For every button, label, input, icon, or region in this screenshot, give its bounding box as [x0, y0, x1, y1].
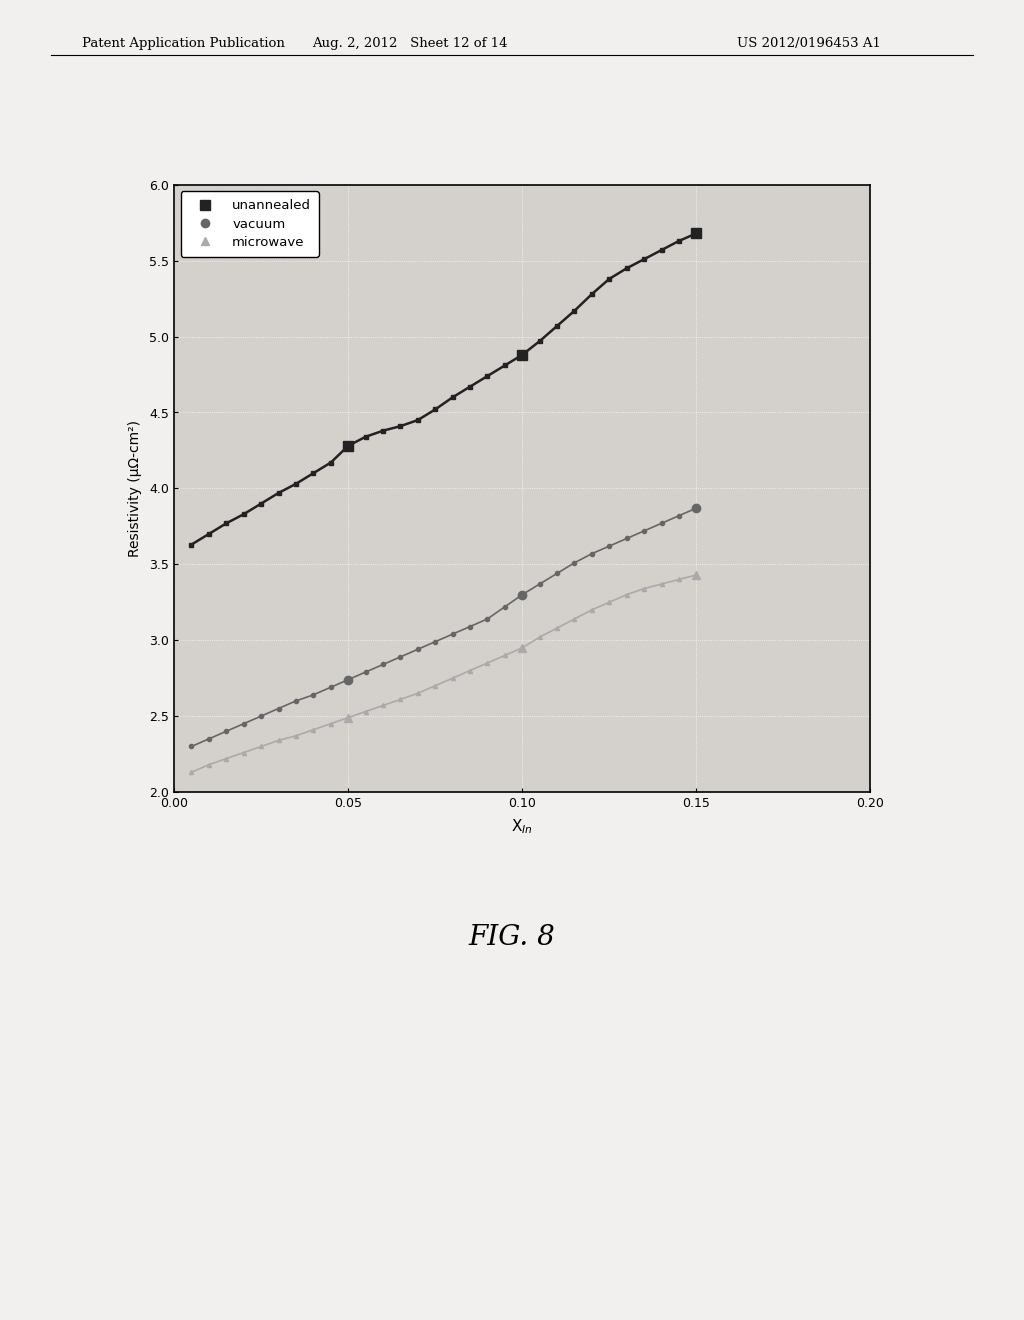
- Legend: unannealed, vacuum, microwave: unannealed, vacuum, microwave: [180, 191, 319, 257]
- unannealed: [342, 438, 354, 454]
- Y-axis label: Resistivity (μΩ-cm²): Resistivity (μΩ-cm²): [128, 420, 142, 557]
- Text: Aug. 2, 2012   Sheet 12 of 14: Aug. 2, 2012 Sheet 12 of 14: [312, 37, 507, 50]
- vacuum: [342, 672, 354, 688]
- Line: unannealed: unannealed: [343, 228, 701, 450]
- unannealed: [516, 347, 528, 363]
- Line: microwave: microwave: [344, 570, 700, 722]
- microwave: [516, 640, 528, 656]
- X-axis label: X$_{In}$: X$_{In}$: [511, 817, 534, 836]
- Text: FIG. 8: FIG. 8: [469, 924, 555, 950]
- unannealed: [690, 226, 702, 242]
- vacuum: [690, 500, 702, 516]
- Text: US 2012/0196453 A1: US 2012/0196453 A1: [737, 37, 882, 50]
- Text: Patent Application Publication: Patent Application Publication: [82, 37, 285, 50]
- microwave: [342, 710, 354, 726]
- vacuum: [516, 586, 528, 602]
- Line: vacuum: vacuum: [344, 504, 700, 684]
- microwave: [690, 568, 702, 583]
